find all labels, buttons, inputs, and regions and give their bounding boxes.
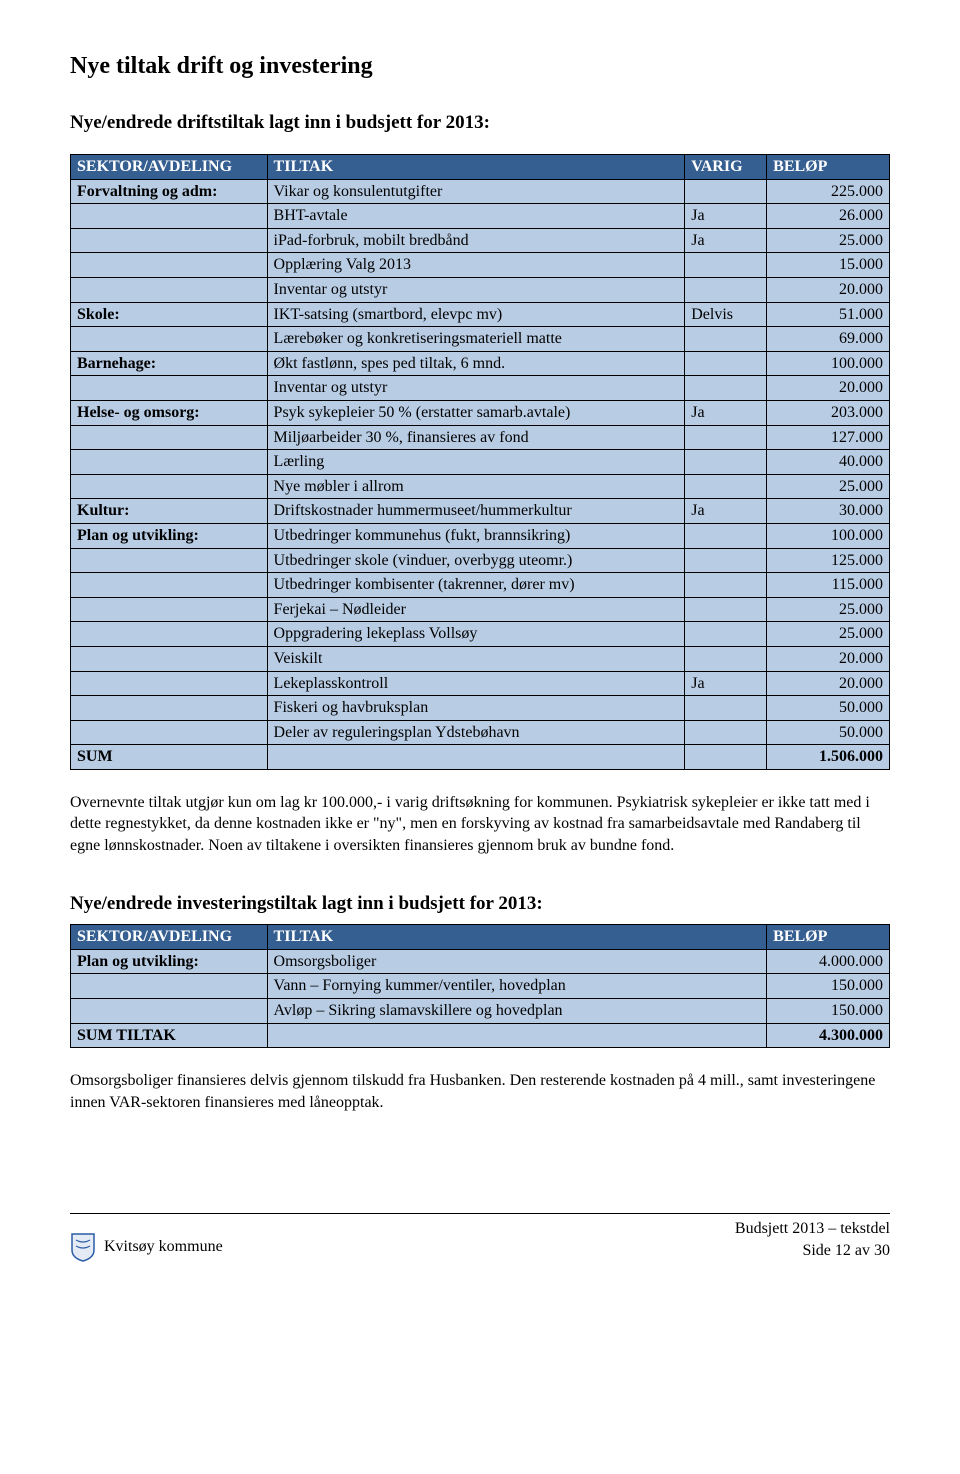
table-row: Deler av reguleringsplan Ydstebøhavn50.0…	[71, 720, 890, 745]
table-row: Utbedringer skole (vinduer, overbygg ute…	[71, 548, 890, 573]
table-row: Skole:IKT-satsing (smartbord, elevpc mv)…	[71, 302, 890, 327]
table-row: Barnehage:Økt fastlønn, spes ped tiltak,…	[71, 351, 890, 376]
table-row: Plan og utvikling:Utbedringer kommunehus…	[71, 523, 890, 548]
table-row: Lærebøker og konkretiseringsmateriell ma…	[71, 327, 890, 352]
table-row: Plan og utvikling:Omsorgsboliger4.000.00…	[71, 949, 890, 974]
investering-table: SEKTOR/AVDELINGTILTAKBELØPPlan og utvikl…	[70, 924, 890, 1048]
table-row: Miljøarbeider 30 %, finansieres av fond1…	[71, 425, 890, 450]
table-header: BELØP	[767, 155, 890, 180]
table-row: Inventar og utstyr20.000	[71, 376, 890, 401]
page-footer: Kvitsøy kommune Budsjett 2013 – tekstdel…	[70, 1213, 890, 1261]
section-heading-investering: Nye/endrede investeringstiltak lagt inn …	[70, 891, 890, 917]
table-row: Utbedringer kombisenter (takrenner, døre…	[71, 573, 890, 598]
table-header: BELØP	[767, 925, 890, 950]
table-row: Veiskilt20.000	[71, 646, 890, 671]
table-row: Nye møbler i allrom25.000	[71, 474, 890, 499]
table-row: Lærling40.000	[71, 450, 890, 475]
paragraph-drift: Overnevnte tiltak utgjør kun om lag kr 1…	[70, 792, 890, 857]
table-row: Forvaltning og adm:Vikar og konsulentutg…	[71, 179, 890, 204]
table-row: Fiskeri og havbruksplan50.000	[71, 696, 890, 721]
table-header: SEKTOR/AVDELING	[71, 925, 268, 950]
table-row: BHT-avtaleJa26.000	[71, 204, 890, 229]
table-row: Avløp – Sikring slamavskillere og hovedp…	[71, 999, 890, 1024]
table-row: Ferjekai – Nødleider25.000	[71, 597, 890, 622]
table-row: Kultur:Driftskostnader hummermuseet/humm…	[71, 499, 890, 524]
table-row: LekeplasskontrollJa20.000	[71, 671, 890, 696]
shield-icon	[70, 1232, 96, 1262]
footer-page-number: Side 12 av 30	[735, 1240, 890, 1262]
table-header: TILTAK	[267, 155, 685, 180]
table-row: Opplæring Valg 201315.000	[71, 253, 890, 278]
table-sum-row: SUM1.506.000	[71, 745, 890, 770]
footer-doc-title: Budsjett 2013 – tekstdel	[735, 1218, 890, 1240]
drift-table: SEKTOR/AVDELINGTILTAKVARIGBELØPForvaltni…	[70, 154, 890, 770]
footer-left-text: Kvitsøy kommune	[104, 1236, 223, 1258]
table-header: SEKTOR/AVDELING	[71, 155, 268, 180]
paragraph-investering: Omsorgsboliger finansieres delvis gjenno…	[70, 1070, 890, 1113]
table-row: Helse- og omsorg:Psyk sykepleier 50 % (e…	[71, 400, 890, 425]
table-header: TILTAK	[267, 925, 767, 950]
table-sum-row: SUM TILTAK4.300.000	[71, 1023, 890, 1048]
section-heading-drift: Nye/endrede driftstiltak lagt inn i buds…	[70, 110, 890, 136]
page-title: Nye tiltak drift og investering	[70, 50, 890, 82]
table-row: Inventar og utstyr20.000	[71, 278, 890, 303]
table-row: Vann – Fornying kummer/ventiler, hovedpl…	[71, 974, 890, 999]
table-row: iPad-forbruk, mobilt bredbåndJa25.000	[71, 228, 890, 253]
table-header: VARIG	[685, 155, 767, 180]
table-row: Oppgradering lekeplass Vollsøy25.000	[71, 622, 890, 647]
